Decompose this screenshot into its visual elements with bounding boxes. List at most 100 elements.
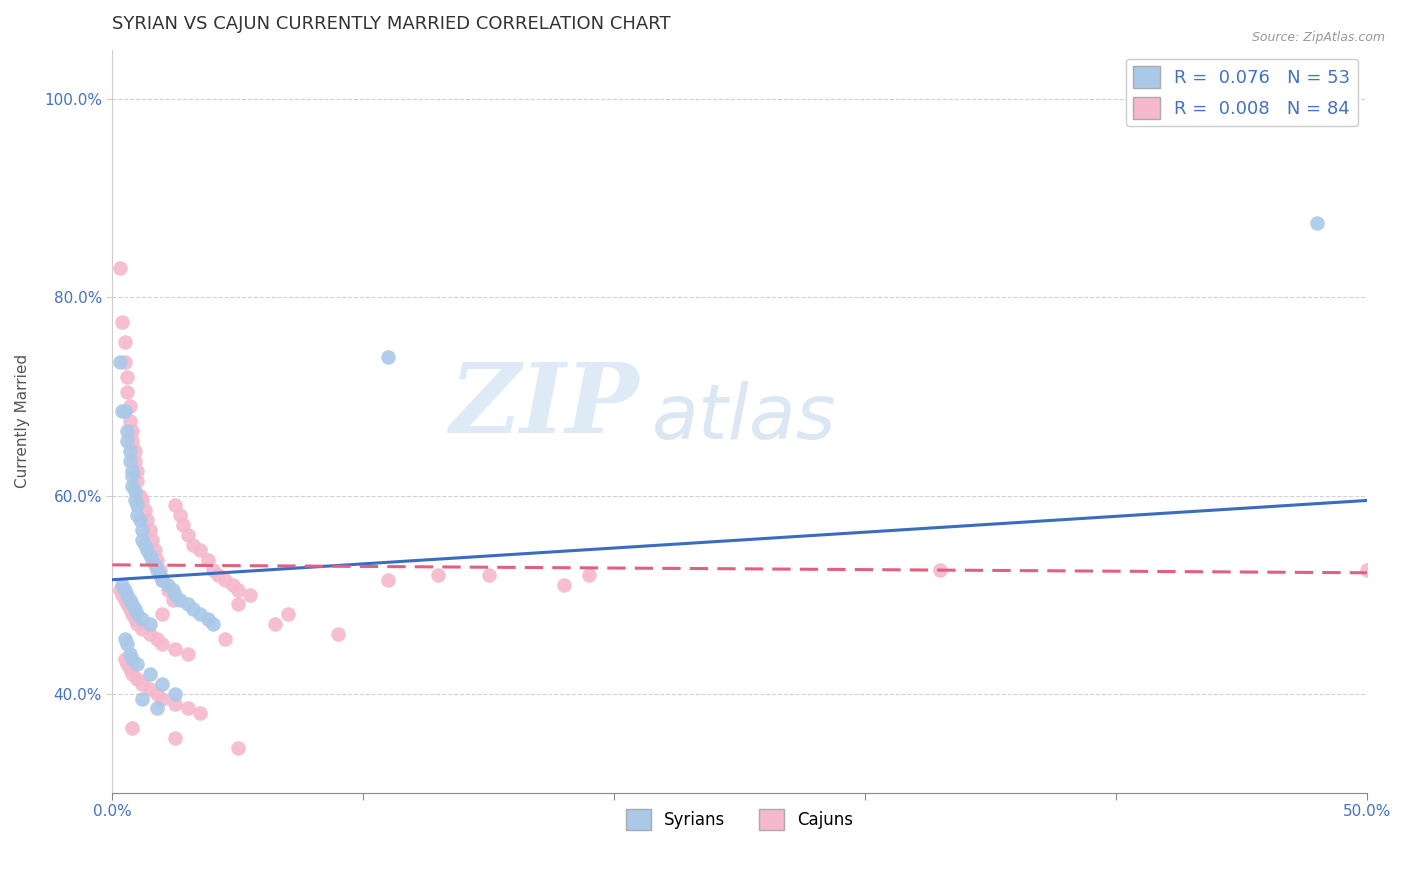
Point (1305, 216, 1327, 230)
Point (118, 400, 141, 414)
Point (163, 588, 186, 602)
Point (143, 543, 166, 558)
Point (146, 687, 169, 701)
Point (127, 672, 149, 686)
Point (207, 567, 229, 582)
Point (149, 567, 172, 582)
Point (124, 444, 146, 458)
Point (118, 602, 141, 616)
Point (131, 676, 153, 690)
Point (114, 582, 136, 597)
Point (201, 563, 224, 577)
Point (127, 508, 149, 523)
Point (188, 607, 211, 622)
Y-axis label: Currently Married: Currently Married (15, 354, 30, 488)
Point (121, 721, 143, 735)
Point (326, 627, 349, 641)
Point (176, 701, 198, 715)
Text: Source: ZipAtlas.com: Source: ZipAtlas.com (1251, 31, 1385, 45)
Point (118, 662, 141, 676)
Point (127, 617, 149, 632)
Point (553, 577, 575, 591)
Point (156, 577, 179, 591)
Point (478, 567, 501, 582)
Point (188, 543, 211, 558)
Point (118, 444, 141, 458)
Point (114, 592, 136, 607)
Point (156, 582, 179, 597)
Point (141, 533, 163, 547)
Point (197, 612, 219, 626)
Point (131, 612, 153, 626)
Point (108, 260, 131, 275)
Point (181, 602, 204, 616)
Point (169, 508, 191, 523)
Point (111, 404, 134, 418)
Point (172, 518, 194, 533)
Point (176, 598, 198, 612)
Point (117, 598, 139, 612)
Point (108, 582, 131, 597)
Point (162, 582, 184, 597)
Point (108, 355, 131, 369)
Point (111, 577, 134, 591)
Point (226, 741, 249, 756)
Point (146, 701, 169, 715)
Point (136, 513, 159, 527)
Point (131, 533, 153, 547)
Point (149, 563, 172, 577)
Point (136, 543, 159, 558)
Point (117, 369, 139, 384)
Point (118, 414, 141, 428)
Point (427, 567, 450, 582)
Point (121, 652, 143, 666)
Point (114, 632, 136, 647)
Point (139, 627, 162, 641)
Point (181, 538, 204, 552)
Point (114, 355, 136, 369)
Legend: Syrians, Cajuns: Syrians, Cajuns (619, 803, 860, 837)
Point (124, 493, 146, 508)
Point (127, 607, 149, 622)
Point (169, 592, 191, 607)
Point (143, 558, 166, 572)
Point (127, 499, 149, 513)
Point (139, 548, 162, 562)
Point (163, 731, 186, 746)
Point (176, 528, 198, 542)
Point (118, 647, 141, 661)
Point (124, 454, 146, 468)
Point (152, 573, 174, 587)
Point (176, 647, 198, 661)
Point (152, 637, 174, 651)
Point (114, 404, 136, 418)
Point (121, 468, 143, 483)
Point (124, 602, 146, 616)
Point (146, 553, 169, 567)
Point (129, 513, 152, 527)
Point (114, 334, 136, 349)
Point (377, 350, 399, 364)
Point (163, 687, 186, 701)
Point (131, 691, 153, 706)
Point (121, 598, 143, 612)
Point (929, 563, 952, 577)
Point (139, 681, 162, 696)
Point (163, 697, 186, 711)
Text: SYRIAN VS CAJUN CURRENTLY MARRIED CORRELATION CHART: SYRIAN VS CAJUN CURRENTLY MARRIED CORREL… (112, 15, 671, 33)
Point (152, 607, 174, 622)
Point (214, 632, 236, 647)
Point (152, 676, 174, 690)
Point (117, 384, 139, 399)
Point (129, 489, 152, 503)
Point (127, 474, 149, 488)
Point (124, 483, 146, 498)
Point (139, 617, 162, 632)
Point (214, 573, 236, 587)
Point (124, 612, 146, 626)
Point (201, 617, 224, 632)
Point (121, 478, 143, 492)
Point (226, 582, 249, 597)
Point (188, 706, 211, 721)
Point (226, 598, 249, 612)
